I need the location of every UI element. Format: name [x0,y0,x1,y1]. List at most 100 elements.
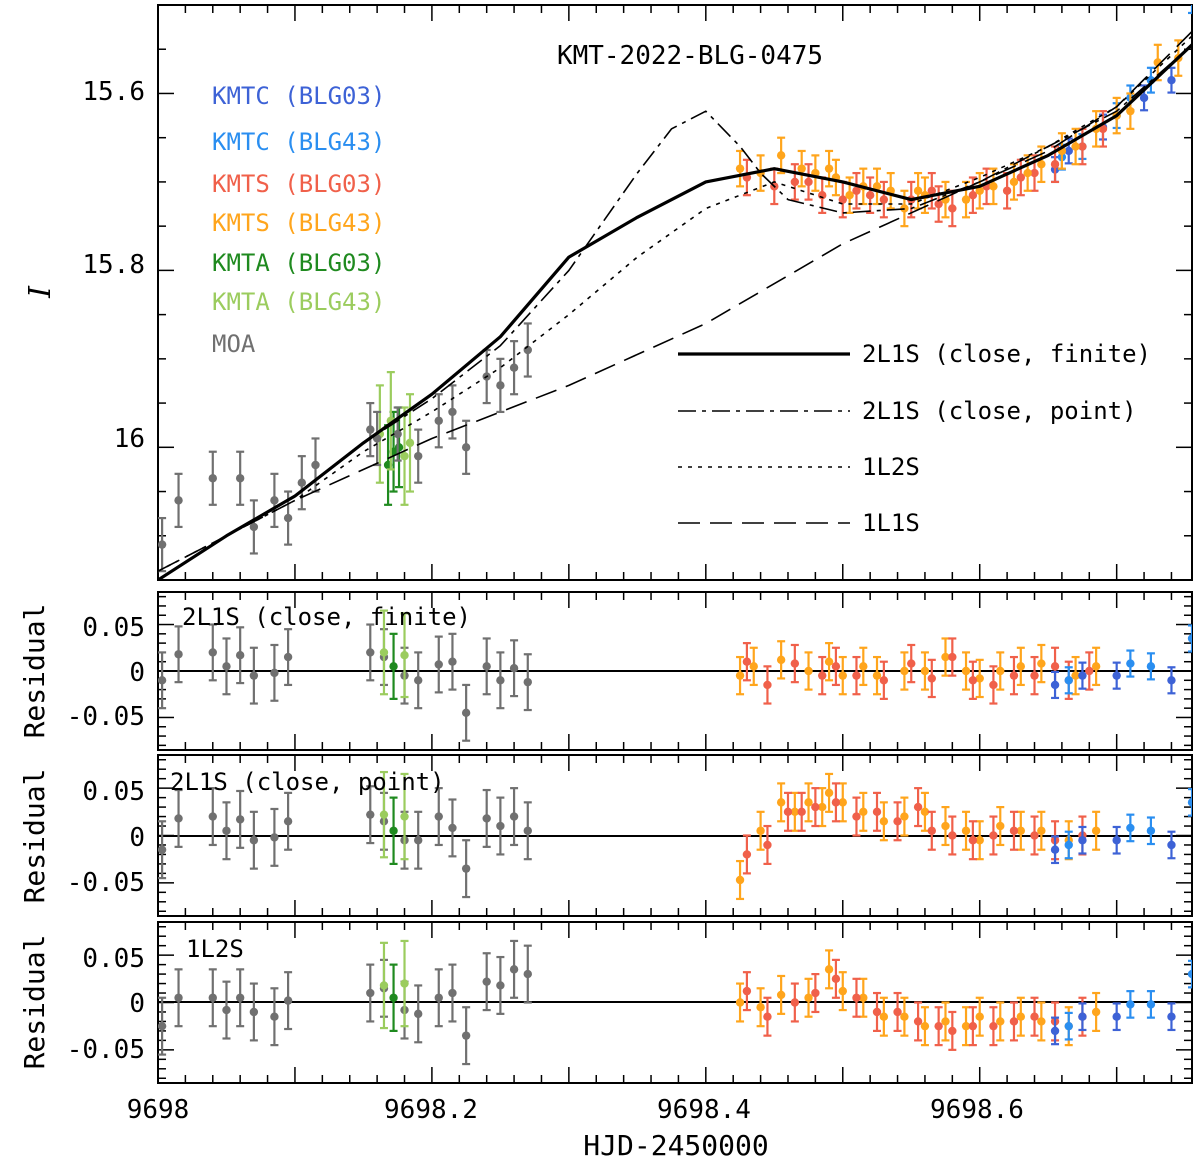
residual-1-point-kmts-blg43 [1016,662,1026,671]
x-tick-label-9698.4: 9698.4 [657,1095,751,1125]
main-point-kmts-blg43 [989,182,998,191]
residual-3-point-kmts-blg43 [920,1021,930,1031]
residual-3-point-kmts-blg43 [961,1021,971,1031]
residual-2-point-moa [448,823,457,833]
residual-panel-2-marks [158,770,1192,901]
legend-moa: MOA [212,330,256,358]
legend-kmta-blg43: KMTA (BLG43) [212,288,385,316]
residual-1-point-kmts-blg43 [804,666,813,676]
residual-panel-1-title: 2L1S (close, finite) [182,603,471,631]
residual-2-point-moa [523,826,532,835]
light-curve-panel: KMT-2022-BLG-0475 I 15.6 15.8 16 KMTC (B… [23,4,1193,581]
residual-2-point-kmts-blg03 [1009,826,1019,835]
main-panel-marks [158,5,1192,580]
residual-2-point-kmts-blg03 [763,840,772,850]
residual-1-point-kmts-blg03 [927,674,936,683]
residual-2-point-kmta-blg03 [389,826,398,835]
main-point-kmts-blg03 [934,199,943,209]
residual-2-point-moa [249,836,259,845]
residual-panel-3-title: 1L2S [186,935,244,963]
residual-3-point-kmtc-blg43 [1126,1000,1135,1009]
y-tick-label-15.8: 15.8 [82,250,145,280]
legend-kmts-blg43: KMTS (BLG43) [212,209,385,237]
residual-1-point-moa [208,648,217,657]
residual-2-point-moa [208,812,217,821]
main-point-moa [158,540,167,549]
residual-2-point-moa [461,864,471,873]
legend-kmts-blg03: KMTS (BLG03) [212,170,385,198]
main-point-kmts-blg03 [804,177,813,187]
residual-panel-1-ytick-0.05: 0.05 [82,613,145,643]
residual-1-point-kmtc-blg03 [1167,676,1176,685]
residual-1-point-kmts-blg03 [831,662,841,671]
residual-2-point-kmts-blg43 [996,821,1005,831]
residual-2-point-moa [482,814,491,823]
residual-1-point-kmts-blg43 [824,657,834,666]
x-tick-label-9698.6: 9698.6 [930,1095,1024,1125]
residual-3-point-moa [208,993,217,1002]
residual-2-point-kmts-blg43 [735,875,745,885]
residual-1-point-moa [235,651,245,660]
residual-3-point-moa [235,993,245,1002]
residual-2-point-kmts-blg03 [989,831,998,840]
residual-2-point-moa [235,815,245,824]
main-point-kmts-blg43 [913,186,923,195]
residual-2-point-kmts-blg43 [1016,826,1026,835]
main-point-kmts-blg43 [1023,168,1032,178]
main-point-kmts-blg43 [872,182,882,191]
residual-3-point-moa [414,1009,423,1019]
residual-panel-1-ytick-neg0.05: -0.05 [67,702,145,732]
residual-panel-3-ytick-0.05: 0.05 [82,944,145,974]
residual-2-point-kmtc-blg43 [1146,826,1156,835]
residual-3-point-moa [366,988,375,998]
residual-2-point-moa [366,810,375,819]
main-point-moa [496,381,505,390]
main-point-moa [249,522,259,532]
main-point-kmts-blg43 [975,186,984,195]
residual-2-point-moa [174,814,183,823]
residual-2-point-kmts-blg03 [927,826,936,835]
main-point-kmts-blg03 [838,195,847,204]
main-point-kmts-blg03 [1016,173,1026,182]
residual-2-point-moa [509,812,519,821]
residual-1-point-kmta-blg43 [379,648,389,657]
residual-3-point-kmts-blg03 [872,1007,882,1017]
residual-3-point-kmts-blg43 [941,1017,950,1026]
residual-3-point-kmts-blg03 [811,988,820,998]
residual-2-point-kmts-blg43 [790,807,800,817]
residual-1-point-kmts-blg03 [968,676,978,685]
y-tick-label-15.6: 15.6 [82,77,145,107]
residual-2-point-moa [270,833,279,842]
main-point-kmts-blg43 [735,164,745,173]
residual-1-point-kmts-blg03 [1009,671,1019,680]
residual-1-point-moa [509,664,519,673]
residual-3-point-kmts-blg03 [989,1021,998,1031]
residual-1-point-kmts-blg03 [1085,666,1094,676]
residual-3-point-moa [249,1007,259,1017]
y-tick-label-16: 16 [114,424,145,454]
residual-3-point-kmts-blg43 [776,990,786,1000]
residual-1-point-kmts-blg03 [818,671,827,680]
residual-panel-2-ytick-0.05: 0.05 [82,777,145,807]
residual-1-point-kmts-blg03 [948,652,957,662]
residual-1-point-moa [461,708,471,718]
residual-panel-2-ticks [157,755,1192,916]
residual-2-point-kmts-blg03 [968,836,978,845]
residual-3-point-moa [482,977,491,986]
residual-3-point-kmts-blg43 [996,1017,1005,1026]
residual-3-point-kmts-blg03 [1009,1017,1019,1026]
residual-panel-1-ticks [157,592,1192,750]
main-point-kmta-blg43 [405,438,415,448]
residual-2-point-kmts-blg43 [920,807,930,817]
residual-2-point-kmts-blg43 [1091,826,1101,835]
residual-3-point-kmts-blg03 [1030,1012,1039,1021]
main-point-kmts-blg03 [968,190,978,200]
residual-panel-3-ytick-0: 0 [129,989,145,1019]
residual-1-point-moa [523,677,532,687]
main-point-kmts-blg43 [845,190,854,200]
residual-1-point-kmts-blg03 [1030,671,1039,680]
residual-1-point-kmts-blg43 [1071,671,1080,680]
main-point-kmts-blg03 [879,195,889,204]
legend-text-1l1s: 1L1S [862,509,920,537]
legend-text-2l1s-point: 2L1S (close, point) [862,397,1137,425]
